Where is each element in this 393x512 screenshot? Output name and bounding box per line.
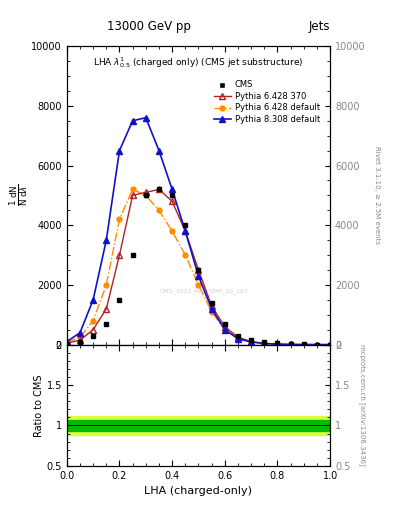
Bar	[67, 420, 330, 431]
Text: 13000 GeV pp: 13000 GeV pp	[107, 20, 191, 33]
Bar	[67, 416, 330, 435]
Text: CMS_2021_PAS_SMP_20_187: CMS_2021_PAS_SMP_20_187	[159, 288, 248, 294]
X-axis label: LHA (charged-only): LHA (charged-only)	[145, 486, 252, 496]
Y-axis label: Rivet 3.1.10, ≥ 2.5M events: Rivet 3.1.10, ≥ 2.5M events	[374, 146, 380, 244]
Legend: CMS, Pythia 6.428 370, Pythia 6.428 default, Pythia 8.308 default: CMS, Pythia 6.428 370, Pythia 6.428 defa…	[211, 77, 323, 127]
Text: LHA $\lambda^{1}_{0.5}$ (charged only) (CMS jet substructure): LHA $\lambda^{1}_{0.5}$ (charged only) (…	[93, 55, 304, 70]
Y-axis label: mcplots.cern.ch [arXiv:1306.3436]: mcplots.cern.ch [arXiv:1306.3436]	[359, 345, 365, 466]
Y-axis label: $\frac{1}{\mathrm{N}}\frac{\mathrm{d}\mathrm{N}}{\mathrm{d}\lambda}$: $\frac{1}{\mathrm{N}}\frac{\mathrm{d}\ma…	[8, 184, 30, 206]
Text: Jets: Jets	[309, 20, 330, 33]
Y-axis label: Ratio to CMS: Ratio to CMS	[34, 374, 44, 437]
